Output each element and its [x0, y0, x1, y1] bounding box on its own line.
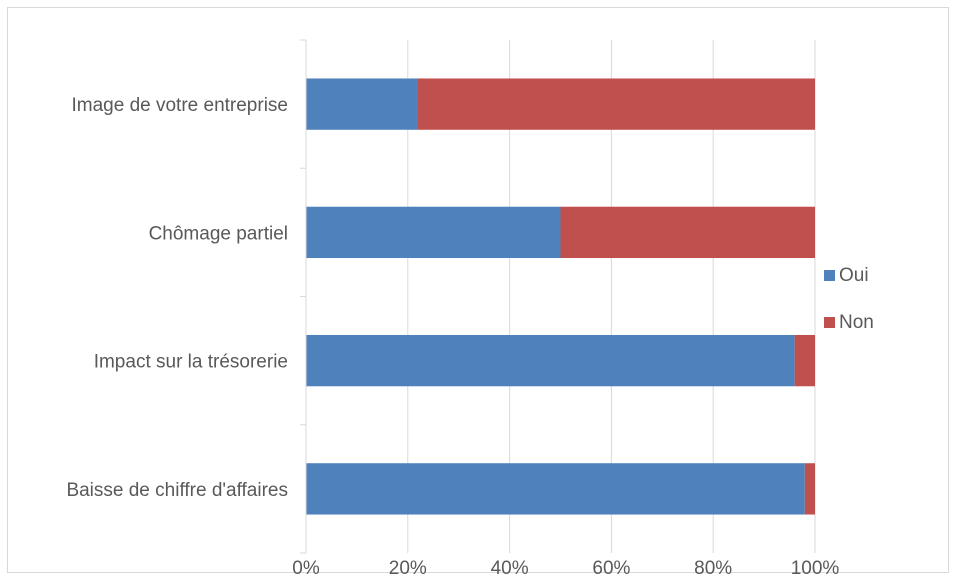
bar-oui [306, 206, 561, 259]
legend-label-oui: Oui [839, 265, 869, 286]
x-tick-labels: 0% 20% 40% 60% 80% 100% [292, 558, 840, 579]
x-tick-label: 20% [389, 558, 427, 574]
category-label: Baisse de chiffre d'affaires [66, 480, 288, 501]
bars [306, 78, 815, 515]
x-tick-label: 80% [694, 558, 732, 574]
legend: Oui Non [824, 265, 874, 333]
category-labels: Image de votre entreprise Chômage partiel… [66, 95, 288, 501]
x-tick-label: 40% [491, 558, 529, 574]
bar-oui [306, 334, 795, 387]
legend-swatch-oui [824, 270, 835, 281]
stacked-bar-chart: Image de votre entreprise Chômage partiel… [66, 39, 874, 579]
x-tick-label: 60% [592, 558, 630, 574]
category-label: Chômage partiel [149, 223, 288, 244]
bar-non [417, 78, 815, 130]
legend-swatch-non [824, 317, 835, 328]
category-label: Image de votre entreprise [71, 95, 288, 116]
legend-label-non: Non [839, 312, 874, 333]
chart-area: Image de votre entreprise Chômage partiel… [7, 7, 949, 579]
category-label: Impact sur la trésorerie [94, 352, 288, 373]
axes [300, 39, 307, 554]
x-tick-label: 0% [292, 558, 320, 574]
bar-oui [306, 78, 418, 130]
bar-non [560, 206, 815, 259]
bar-oui [306, 463, 805, 515]
bar-non [794, 334, 815, 387]
x-tick-label: 100% [791, 558, 840, 574]
bar-non [804, 463, 815, 515]
